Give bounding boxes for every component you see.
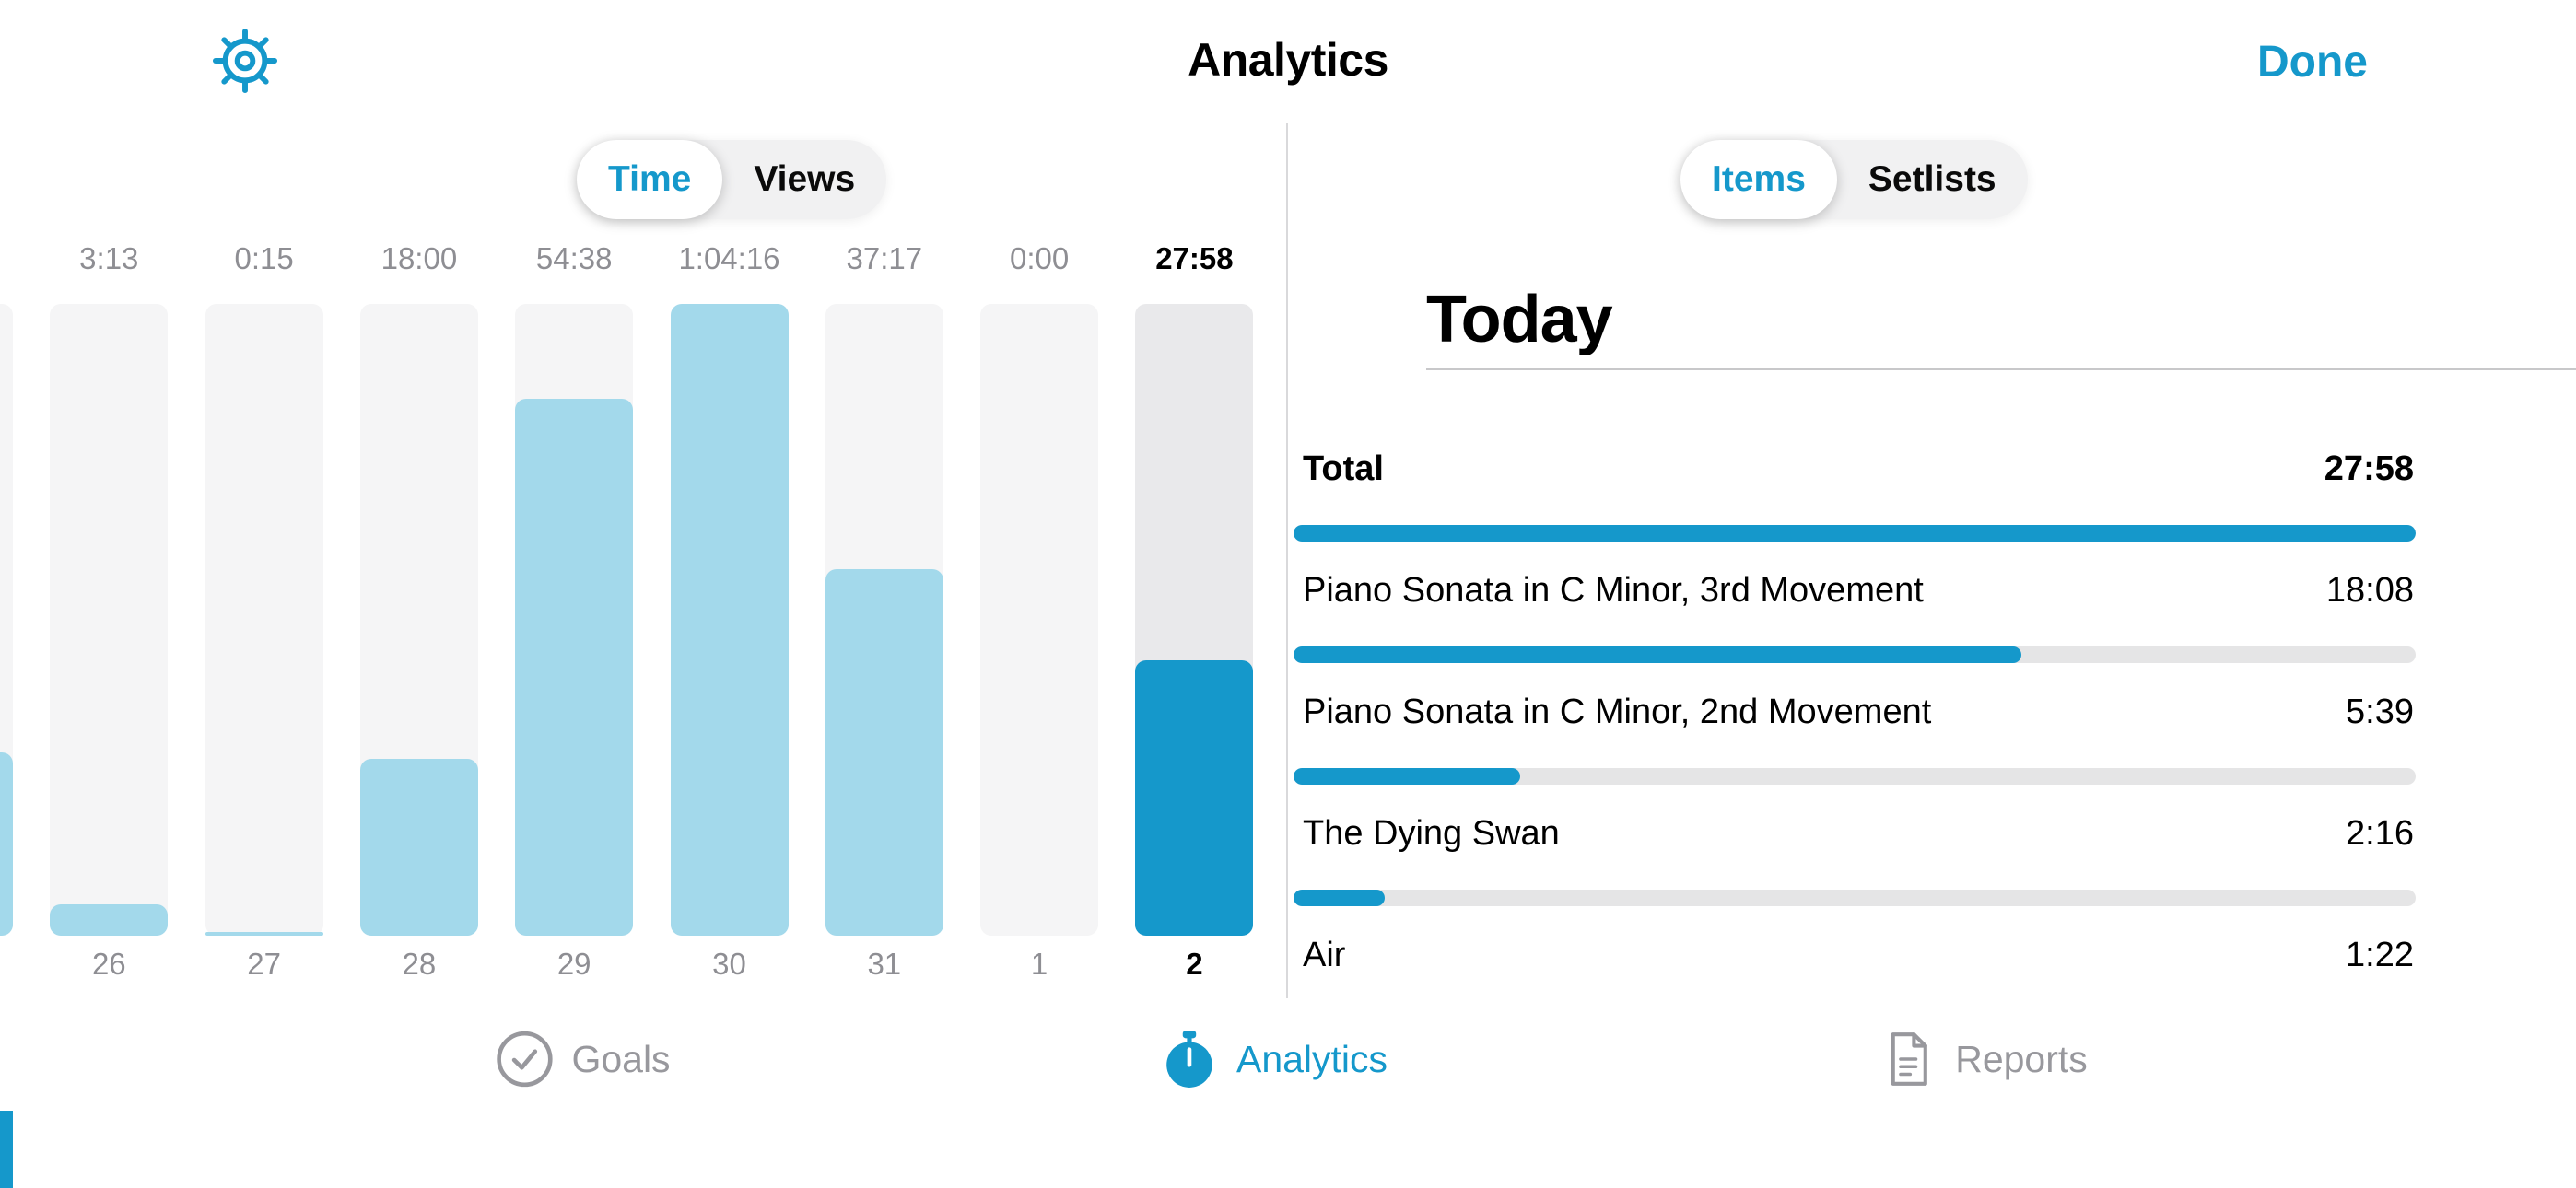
list-item[interactable]: Piano Sonata in C Minor, 2nd Movement 5:3… [1288,691,2576,812]
tab-goals[interactable]: Goals [494,1029,671,1089]
progress-fill [1294,525,2416,542]
segment-setlists[interactable]: Setlists [1868,159,1996,199]
gear-icon [212,28,278,94]
chart-column[interactable] [0,304,13,936]
chart-column[interactable] [1135,304,1254,936]
item-label: The Dying Swan [1303,814,1560,853]
chart-column[interactable] [359,304,478,936]
checkmark-circle-icon [497,1031,553,1088]
chart-column[interactable] [205,304,323,936]
chart-bar-fill [1135,660,1254,936]
chart-value-label: 27:58 [1155,241,1234,275]
chart-value-label: 1:04:16 [678,241,780,275]
chart-day-label: 1 [1030,947,1048,981]
chart-value-label: 0:00 [1009,241,1070,275]
vertical-divider [1286,123,1288,998]
item-time: 5:39 [2346,693,2414,731]
chart-value-label: 18:00 [381,241,458,275]
chart-value-label: 3:13 [79,241,139,275]
chart-day-label: 30 [712,947,746,981]
segment-items[interactable]: Items [1680,140,1837,219]
chart-day-label: 27 [247,947,281,981]
tab-analytics-label: Analytics [1235,1037,1388,1080]
chart-value-label: 0:15 [234,241,294,275]
chart-value-label: 54:38 [535,241,613,275]
progress-fill [1294,890,1385,906]
chart-column[interactable] [980,304,1099,936]
chart-column[interactable] [825,304,943,936]
segment-views[interactable]: Views [754,159,856,199]
item-label: Total [1303,449,1384,488]
chart-bar-fill [670,304,789,936]
section-rule [1426,368,2576,370]
tab-analytics[interactable]: Analytics [1159,1029,1388,1089]
bottom-left-accent-strip [0,1111,13,1188]
chart-day-label: 28 [402,947,437,981]
document-icon [1891,1032,1927,1086]
items-pane: Items Setlists Today Total 27:58 Piano Son… [1288,123,2576,994]
chart-bar-fill [359,759,478,936]
progress-track [1294,525,2416,542]
list-item[interactable]: Piano Sonata in C Minor, 3rd Movement 18:… [1288,569,2576,691]
chart-day-label: 29 [556,947,591,981]
list-item[interactable]: The Dying Swan 2:16 [1288,812,2576,934]
tab-reports-label: Reports [1955,1037,2088,1080]
list-item[interactable]: Total 27:58 [1288,448,2576,569]
progress-track [1294,890,2416,906]
item-time: 2:16 [2346,814,2414,853]
item-label: Piano Sonata in C Minor, 3rd Movement [1303,571,1924,610]
progress-fill [1294,646,2021,663]
chart-day-label: 2 [1186,947,1203,981]
item-time: 1:22 [2346,936,2414,974]
item-time: 27:58 [2324,449,2414,488]
time-views-segmented: Time Views [577,140,887,219]
progress-fill [1294,768,1520,785]
tab-reports[interactable]: Reports [1878,1029,2088,1089]
chart-column[interactable] [515,304,634,936]
chart-bar-fill [825,569,943,936]
progress-track [1294,646,2416,663]
item-label: Air [1303,936,1346,974]
items-setlists-segmented: Items Setlists [1680,140,2028,219]
progress-track [1294,768,2416,785]
chart-column[interactable] [50,304,169,936]
done-button[interactable]: Done [2257,38,2368,87]
item-label: Piano Sonata in C Minor, 2nd Movement [1303,693,1932,731]
chart-value-label: 37:17 [846,241,923,275]
chart-column[interactable] [670,304,789,936]
item-time: 18:08 [2325,571,2414,610]
chart-bar-fill [205,932,323,936]
item-list: Total 27:58 Piano Sonata in C Minor, 3rd M… [1288,123,2576,994]
page-title: Analytics [1188,34,1388,86]
bar-chart: 3:13 26 0:15 27 18:00 28 54:38 29 1:04:16 30 37:17… [0,0,1286,1188]
tab-goals-label: Goals [571,1037,671,1080]
chart-day-label: 26 [91,947,126,981]
chart-day-label: 31 [867,947,902,981]
section-title: Today [1426,283,1613,356]
list-item[interactable]: Air 1:22 [1288,934,2576,994]
segment-time[interactable]: Time [577,140,723,219]
chart-bar-fill [0,752,13,936]
chart-bar-fill [515,399,634,936]
stopwatch-icon [1166,1031,1212,1088]
settings-button[interactable] [210,26,280,96]
chart-bar-fill [50,904,169,936]
